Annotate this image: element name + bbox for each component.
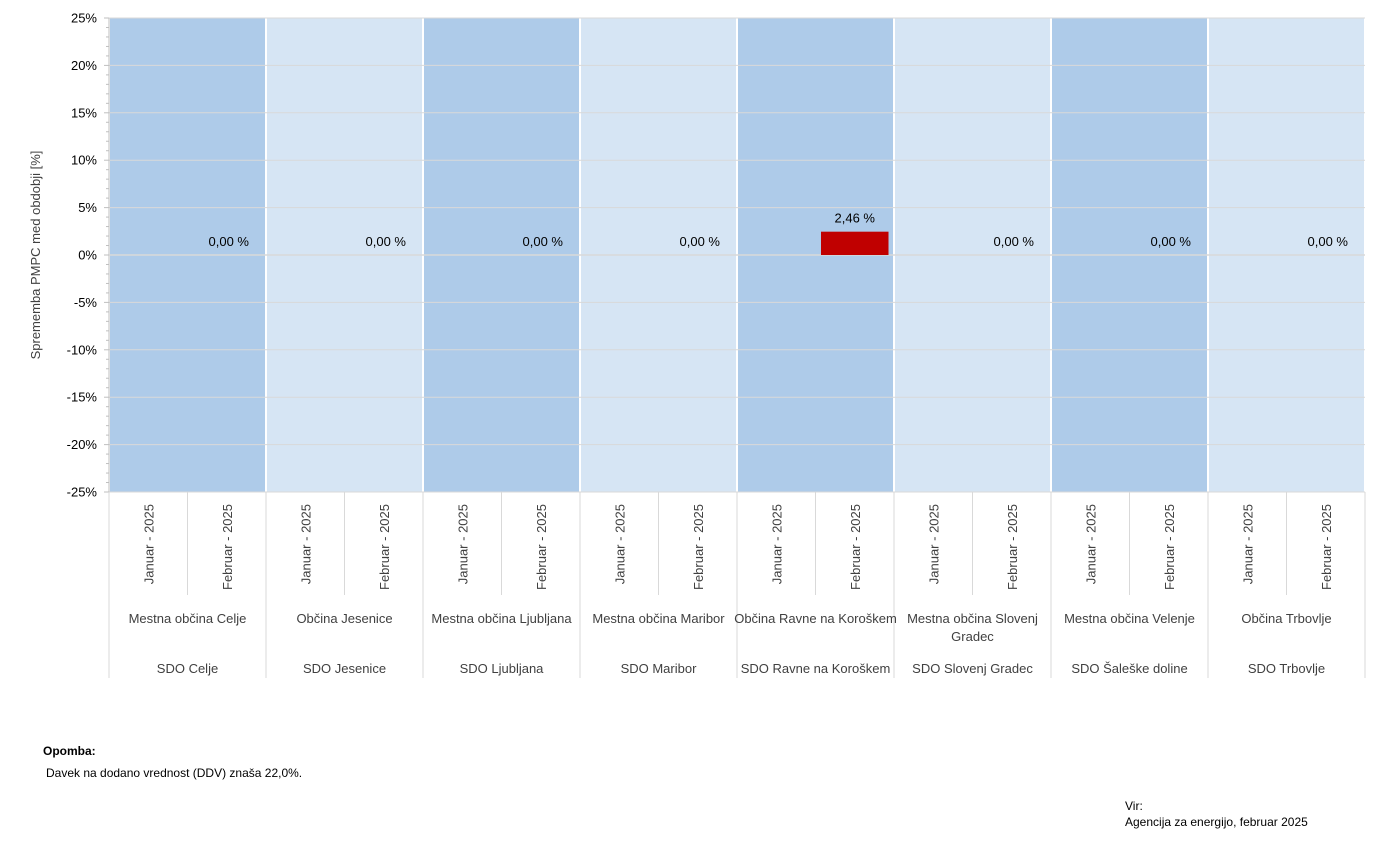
data-label: 0,00 % — [994, 234, 1035, 249]
period-label: Februar - 2025 — [1319, 504, 1334, 590]
data-label: 0,00 % — [680, 234, 721, 249]
data-label: 0,00 % — [366, 234, 407, 249]
sdo-label: SDO Trbovlje — [1248, 661, 1325, 676]
sdo-label: SDO Slovenj Gradec — [912, 661, 1033, 676]
period-label: Februar - 2025 — [220, 504, 235, 590]
period-label: Januar - 2025 — [298, 504, 313, 584]
y-tick-label: -10% — [67, 342, 98, 357]
y-tick-label: -5% — [74, 295, 98, 310]
data-bar — [820, 231, 889, 255]
period-label: Januar - 2025 — [1083, 504, 1098, 584]
y-axis-title: Sprememba PMPC med obdobji [%] — [28, 151, 43, 360]
municipality-label: Mestna občina Maribor — [592, 611, 725, 626]
source-text: Agencija za energijo, februar 2025 — [1125, 815, 1308, 829]
y-tick-label: 25% — [71, 11, 97, 26]
y-tick-label: -15% — [67, 390, 98, 405]
municipality-label: Mestna občina Celje — [129, 611, 247, 626]
municipality-label: Občina Ravne na Koroškem — [734, 611, 897, 626]
data-label: 0,00 % — [1308, 234, 1349, 249]
municipality-label: Občina Trbovlje — [1241, 611, 1331, 626]
sdo-label: SDO Ravne na Koroškem — [741, 661, 891, 676]
period-label: Januar - 2025 — [612, 504, 627, 584]
data-label: 2,46 % — [835, 211, 876, 226]
sdo-label: SDO Šaleške doline — [1071, 661, 1187, 676]
municipality-label: Mestna občina Ljubljana — [431, 611, 572, 626]
period-label: Januar - 2025 — [1240, 504, 1255, 584]
y-tick-label: -20% — [67, 437, 98, 452]
municipality-label: Mestna občina Velenje — [1064, 611, 1195, 626]
period-label: Januar - 2025 — [769, 504, 784, 584]
period-label: Februar - 2025 — [691, 504, 706, 590]
data-label: 0,00 % — [209, 234, 250, 249]
y-tick-label: 15% — [71, 105, 97, 120]
municipality-label: Občina Jesenice — [296, 611, 392, 626]
municipality-label: Mestna občina Slovenj Gradec — [907, 611, 1038, 644]
y-tick-label: 5% — [78, 200, 97, 215]
period-label: Februar - 2025 — [377, 504, 392, 590]
source-title: Vir: — [1125, 799, 1143, 813]
period-label: Februar - 2025 — [1005, 504, 1020, 590]
y-tick-label: -25% — [67, 485, 98, 500]
period-label: Februar - 2025 — [1162, 504, 1177, 590]
period-label: Januar - 2025 — [455, 504, 470, 584]
y-tick-label: 0% — [78, 248, 97, 263]
note-text: Davek na dodano vrednost (DDV) znaša 22,… — [46, 766, 303, 780]
y-tick-label: 10% — [71, 153, 97, 168]
price-change-chart: 25% 20% 15% 10% 5% 0% -5% -10% -15% -20% -25% Sprem… — [28, 11, 1366, 678]
period-label: Januar - 2025 — [141, 504, 156, 584]
y-tick-label: 20% — [71, 58, 97, 73]
note-title: Opomba: — [43, 744, 96, 758]
period-label: Februar - 2025 — [848, 504, 863, 590]
data-label: 0,00 % — [1151, 234, 1192, 249]
period-label: Februar - 2025 — [534, 504, 549, 590]
data-label: 0,00 % — [523, 234, 564, 249]
period-label: Januar - 2025 — [926, 504, 941, 584]
sdo-label: SDO Maribor — [621, 661, 698, 676]
sdo-label: SDO Jesenice — [303, 661, 386, 676]
sdo-label: SDO Celje — [157, 661, 218, 676]
sdo-label: SDO Ljubljana — [460, 661, 545, 676]
